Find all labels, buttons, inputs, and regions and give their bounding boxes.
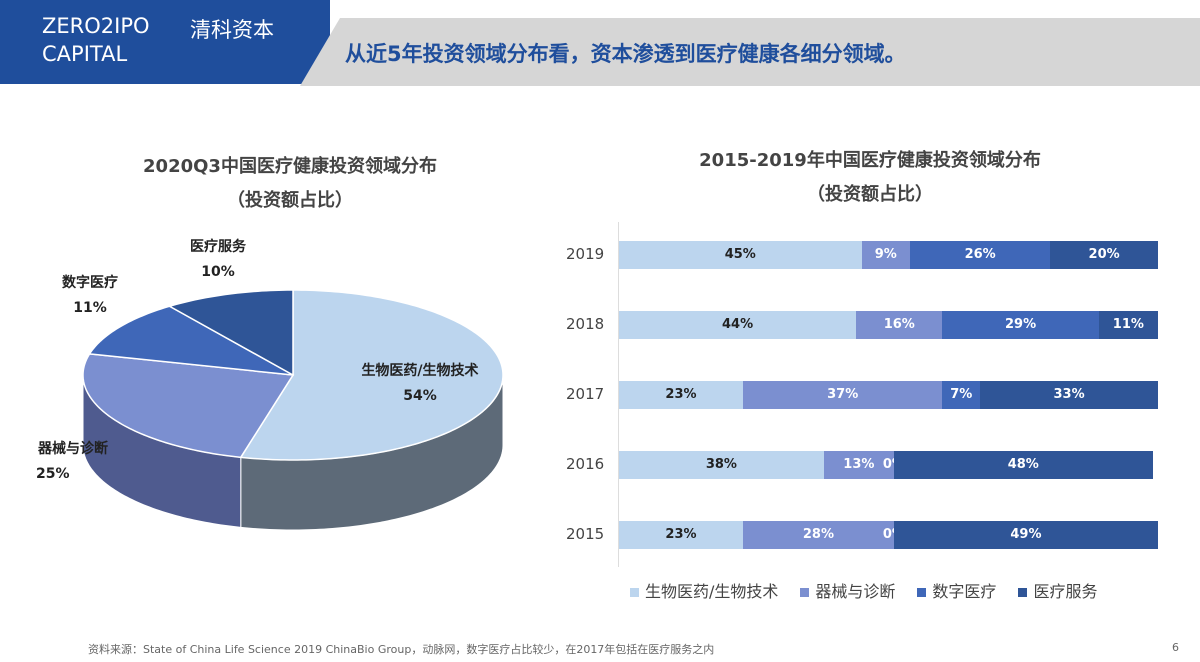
legend-swatch (1018, 588, 1028, 597)
bar-segment (619, 311, 857, 339)
legend-item: 数字医疗 (917, 578, 996, 602)
brand-cn: 清科资本 (190, 18, 274, 42)
pie-slice-2 (88, 305, 294, 376)
legend-label: 数字医疗 (932, 582, 997, 601)
bar-segment (619, 451, 824, 479)
pie-label-digital: 数字医疗 11% (62, 275, 118, 316)
bar-segment (893, 521, 1158, 549)
bar-segment (980, 381, 1158, 409)
bar-segment (619, 241, 862, 269)
bar-data-label: 9% (874, 247, 897, 262)
pie-label-biotech: 生物医药/生物技术 54% (361, 363, 479, 404)
bar-data-label: 48% (1007, 457, 1039, 472)
bar-data-label: 33% (1053, 387, 1085, 402)
bar-segment (619, 381, 743, 409)
pie-slice-0 (239, 289, 504, 461)
bar-data-label: 26% (964, 247, 996, 262)
bar-category-label: 2017 (566, 385, 605, 403)
pie-slice-3 (167, 289, 294, 377)
legend-swatch (630, 588, 639, 597)
bar-segment (910, 241, 1051, 269)
bar-data-label: 38% (705, 457, 737, 472)
bar-segment (893, 451, 1153, 479)
bar-category-label: 2019 (566, 245, 605, 263)
legend-item: 器械与诊断 (800, 578, 895, 602)
bar-category-label: 2018 (566, 315, 605, 333)
bar-data-label: 16% (883, 317, 915, 332)
pie-chart (82, 289, 504, 531)
headline: 从近5年投资领域分布看，资本渗透到医疗健康各细分领域。 (345, 42, 906, 66)
legend-item: 生物医药/生物技术 (630, 578, 778, 602)
bar-axis (618, 222, 619, 567)
bar-data-label: 11% (1112, 317, 1144, 332)
bar-data-label: 23% (665, 527, 697, 542)
bar-segment (856, 311, 943, 339)
source-note: 资料来源：State of China Life Science 2019 Ch… (88, 643, 715, 656)
legend-label: 器械与诊断 (815, 582, 896, 601)
bar-segment (1050, 241, 1158, 269)
bar-segment (1098, 311, 1158, 339)
headline-bar: 从近5年投资领域分布看，资本渗透到医疗健康各细分领域。 (300, 18, 1200, 86)
brand-en-2: CAPITAL (42, 42, 128, 66)
bar-legend: 生物医药/生物技术 器械与诊断 数字医疗 医疗服务 (630, 578, 1097, 602)
pie-label-device: 器械与诊断 25% (36, 441, 108, 482)
bar-segment (742, 381, 943, 409)
bar-category-label: 2016 (566, 455, 605, 473)
bar-segment (942, 381, 981, 409)
pie-title: 2020Q3中国医疗健康投资领域分布 (143, 156, 437, 177)
bar-segment (861, 241, 911, 269)
bar-subtitle: （投资额占比） (807, 184, 933, 205)
bar-data-label: 20% (1088, 247, 1120, 262)
bar-segment (619, 521, 743, 549)
pie-label-service: 医疗服务 10% (190, 239, 246, 280)
bar-data-label: 28% (802, 527, 834, 542)
bar-category-label: 2015 (566, 525, 605, 543)
bar-segment (942, 311, 1099, 339)
page-number: 6 (1172, 641, 1179, 654)
brand-en-1: ZERO2IPO (42, 14, 150, 38)
bar-segment (742, 521, 894, 549)
bar-data-label: 7% (950, 387, 973, 402)
bar-data-label: 37% (827, 387, 859, 402)
legend-label: 医疗服务 (1033, 582, 1098, 601)
bar-data-label: 44% (722, 317, 754, 332)
pie-subtitle: （投资额占比） (227, 190, 353, 211)
legend-swatch (917, 588, 927, 597)
legend-item: 医疗服务 (1018, 578, 1097, 602)
legend-label: 生物医药/生物技术 (645, 582, 779, 601)
bar-segment (823, 451, 894, 479)
legend-swatch (800, 588, 810, 597)
bar-title: 2015-2019年中国医疗健康投资领域分布 (699, 150, 1041, 171)
brand-logo: ZERO2IPO CAPITAL 清科资本 (0, 0, 330, 84)
bar-data-label: 13% (843, 457, 875, 472)
bar-data-label: 45% (724, 247, 756, 262)
bar-data-label: 29% (1004, 317, 1037, 332)
pie-slice-1 (82, 353, 295, 459)
bar-data-label: 23% (665, 387, 697, 402)
bar-data-label: 49% (1010, 527, 1042, 542)
